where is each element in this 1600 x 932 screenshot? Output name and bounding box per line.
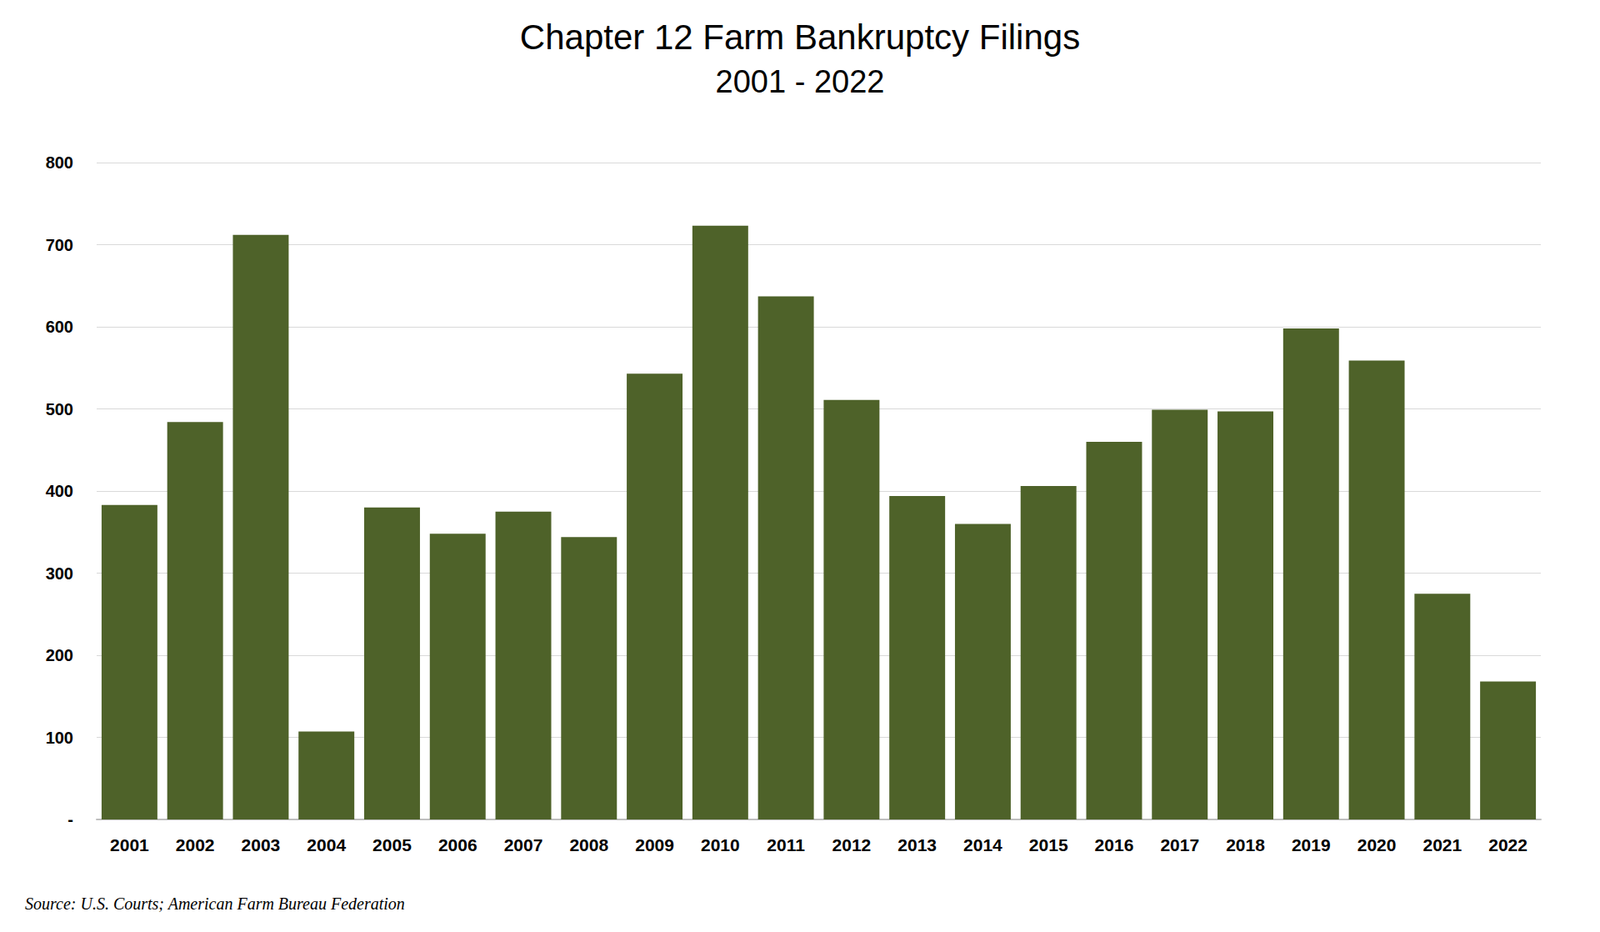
svg-text:2011: 2011 xyxy=(766,835,805,855)
svg-text:2014: 2014 xyxy=(963,835,1003,855)
svg-text:2001 - 2022: 2001 - 2022 xyxy=(715,64,885,100)
svg-text:-: - xyxy=(67,810,74,829)
svg-text:2017: 2017 xyxy=(1160,835,1200,855)
svg-text:2005: 2005 xyxy=(372,835,412,855)
svg-text:2022: 2022 xyxy=(1488,835,1528,855)
svg-text:2008: 2008 xyxy=(569,835,609,855)
svg-text:2020: 2020 xyxy=(1357,835,1397,855)
svg-text:700: 700 xyxy=(45,235,74,255)
svg-text:Source: U.S. Courts; American: Source: U.S. Courts; American Farm Burea… xyxy=(25,894,405,913)
svg-text:2012: 2012 xyxy=(832,835,872,855)
svg-text:2018: 2018 xyxy=(1225,835,1265,855)
svg-text:2013: 2013 xyxy=(897,835,937,855)
svg-text:600: 600 xyxy=(45,317,74,336)
svg-text:2007: 2007 xyxy=(504,835,544,855)
svg-text:500: 500 xyxy=(45,400,74,419)
svg-text:2004: 2004 xyxy=(306,835,346,855)
svg-text:2015: 2015 xyxy=(1029,835,1069,855)
svg-text:2016: 2016 xyxy=(1095,835,1135,855)
svg-text:400: 400 xyxy=(45,481,74,500)
svg-text:2003: 2003 xyxy=(241,835,281,855)
svg-text:2009: 2009 xyxy=(635,835,675,855)
svg-text:2019: 2019 xyxy=(1291,835,1331,855)
svg-text:300: 300 xyxy=(45,564,74,583)
svg-text:2001: 2001 xyxy=(110,835,150,855)
svg-text:Chapter 12 Farm Bankruptcy Fil: Chapter 12 Farm Bankruptcy Filings xyxy=(520,17,1080,57)
svg-text:800: 800 xyxy=(45,153,74,172)
svg-text:2002: 2002 xyxy=(175,835,215,855)
svg-text:100: 100 xyxy=(45,728,74,747)
svg-text:2021: 2021 xyxy=(1422,835,1462,855)
svg-text:200: 200 xyxy=(45,645,74,665)
svg-text:2010: 2010 xyxy=(700,835,740,855)
svg-text:2006: 2006 xyxy=(438,835,478,855)
